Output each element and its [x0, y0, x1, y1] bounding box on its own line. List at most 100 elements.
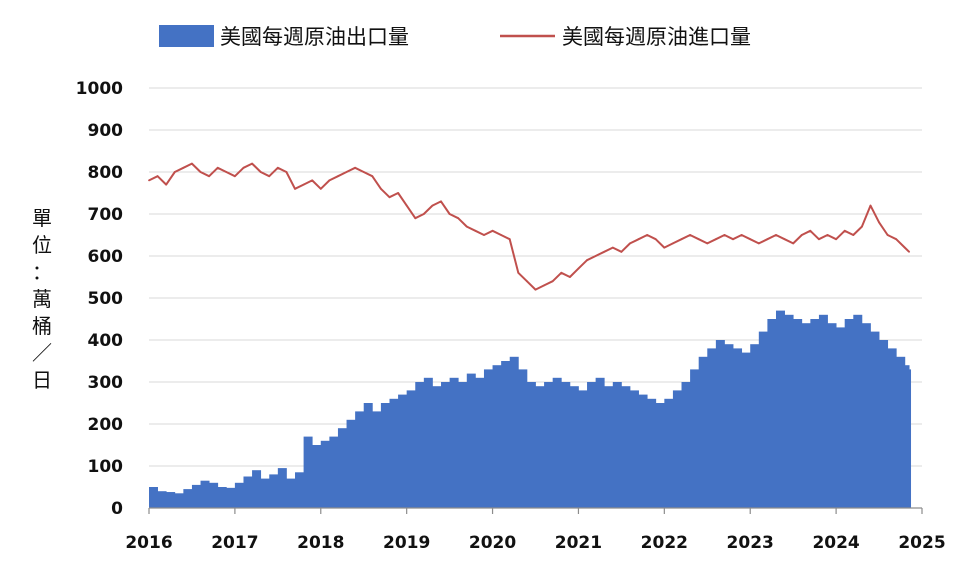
export-bar: [449, 377, 459, 508]
import-point: [483, 234, 485, 236]
y-axis-label-char: 萬: [32, 287, 52, 311]
export-bar: [767, 319, 777, 508]
import-point: [568, 276, 571, 278]
import-point: [414, 217, 417, 220]
import-point: [508, 238, 511, 241]
area-layer: [149, 310, 912, 508]
import-point: [603, 250, 606, 253]
import-point: [225, 171, 228, 173]
export-bar: [879, 340, 889, 508]
export-bar: [595, 377, 605, 508]
axis-layer: 0 100 200 300 400 500 600 700 800 900 1000 2016 2017…: [76, 79, 946, 553]
import-point: [835, 238, 838, 241]
export-bar: [655, 403, 665, 508]
import-point: [208, 175, 211, 178]
import-point: [448, 213, 451, 215]
x-tick-label: 2018: [297, 533, 344, 553]
export-bar: [423, 377, 433, 508]
import-point: [689, 234, 691, 236]
export-bar: [604, 386, 614, 508]
export-bar: [629, 390, 639, 508]
import-point: [319, 187, 322, 190]
export-bar: [372, 411, 382, 508]
import-point: [294, 187, 296, 190]
export-bar: [672, 390, 682, 508]
import-point: [654, 238, 657, 241]
export-bar: [887, 348, 897, 508]
import-point: [526, 280, 528, 283]
export-bar: [758, 331, 768, 508]
import-point: [663, 246, 666, 249]
import-point: [775, 234, 777, 236]
legend-label-imports: 美國每週原油進口量: [562, 25, 751, 49]
import-point: [431, 204, 434, 207]
export-bar: [363, 403, 373, 508]
y-axis-label-char: 日: [32, 368, 52, 392]
export-bar: [226, 487, 236, 508]
export-bar: [260, 478, 270, 508]
export-bar: [775, 310, 785, 508]
export-bar: [441, 382, 451, 508]
import-point: [886, 234, 889, 236]
x-tick-label: 2020: [469, 533, 516, 553]
export-bar: [458, 382, 468, 508]
import-point: [517, 271, 520, 274]
export-bar: [269, 474, 279, 508]
import-point: [199, 171, 202, 173]
export-bar: [818, 314, 828, 508]
export-bar: [827, 323, 837, 508]
x-tick-label: 2019: [383, 533, 430, 553]
export-bar: [612, 382, 622, 508]
export-bar: [896, 356, 906, 508]
import-point: [500, 234, 503, 236]
export-bar: [277, 468, 287, 508]
import-point: [285, 171, 288, 173]
import-point: [680, 238, 683, 241]
import-point: [749, 238, 752, 241]
export-bar: [909, 369, 912, 508]
import-point: [706, 242, 709, 245]
y-tick-label: 900: [88, 121, 124, 141]
import-point: [165, 183, 168, 186]
export-bar: [475, 377, 485, 508]
export-bar: [217, 487, 227, 508]
export-bar: [707, 348, 717, 508]
export-bar: [346, 419, 356, 508]
import-point: [311, 179, 314, 182]
import-point: [397, 192, 399, 194]
import-point: [714, 238, 717, 241]
y-axis-label-char: ／: [32, 341, 52, 365]
export-bar: [810, 319, 820, 508]
export-bar: [295, 472, 304, 508]
import-point: [216, 166, 219, 169]
export-bar: [501, 361, 511, 508]
y-axis-label-char: 位: [32, 233, 52, 257]
legend-swatch-exports: [159, 25, 214, 47]
import-point: [637, 238, 640, 241]
import-point: [337, 175, 339, 178]
import-point: [276, 166, 279, 169]
y-axis-label-char: 單: [32, 206, 52, 230]
import-line: [148, 162, 910, 291]
export-bar: [509, 356, 519, 508]
export-bar: [337, 428, 347, 508]
import-point: [860, 225, 863, 228]
import-point: [577, 267, 580, 270]
import-point: [594, 255, 597, 257]
export-bar: [853, 314, 863, 508]
export-bar: [733, 348, 743, 508]
export-bar: [569, 386, 579, 508]
y-tick-label: 0: [111, 499, 123, 519]
export-bar: [149, 487, 158, 508]
export-bar: [492, 365, 502, 508]
y-axis-label-char: ：: [32, 260, 52, 284]
import-point: [354, 166, 357, 169]
import-point: [740, 234, 743, 236]
export-bar: [750, 344, 760, 508]
export-bar: [286, 478, 296, 508]
import-point: [242, 166, 245, 169]
import-point: [551, 280, 554, 283]
export-bar: [518, 369, 528, 508]
export-bar: [191, 484, 201, 508]
import-point: [611, 246, 614, 249]
